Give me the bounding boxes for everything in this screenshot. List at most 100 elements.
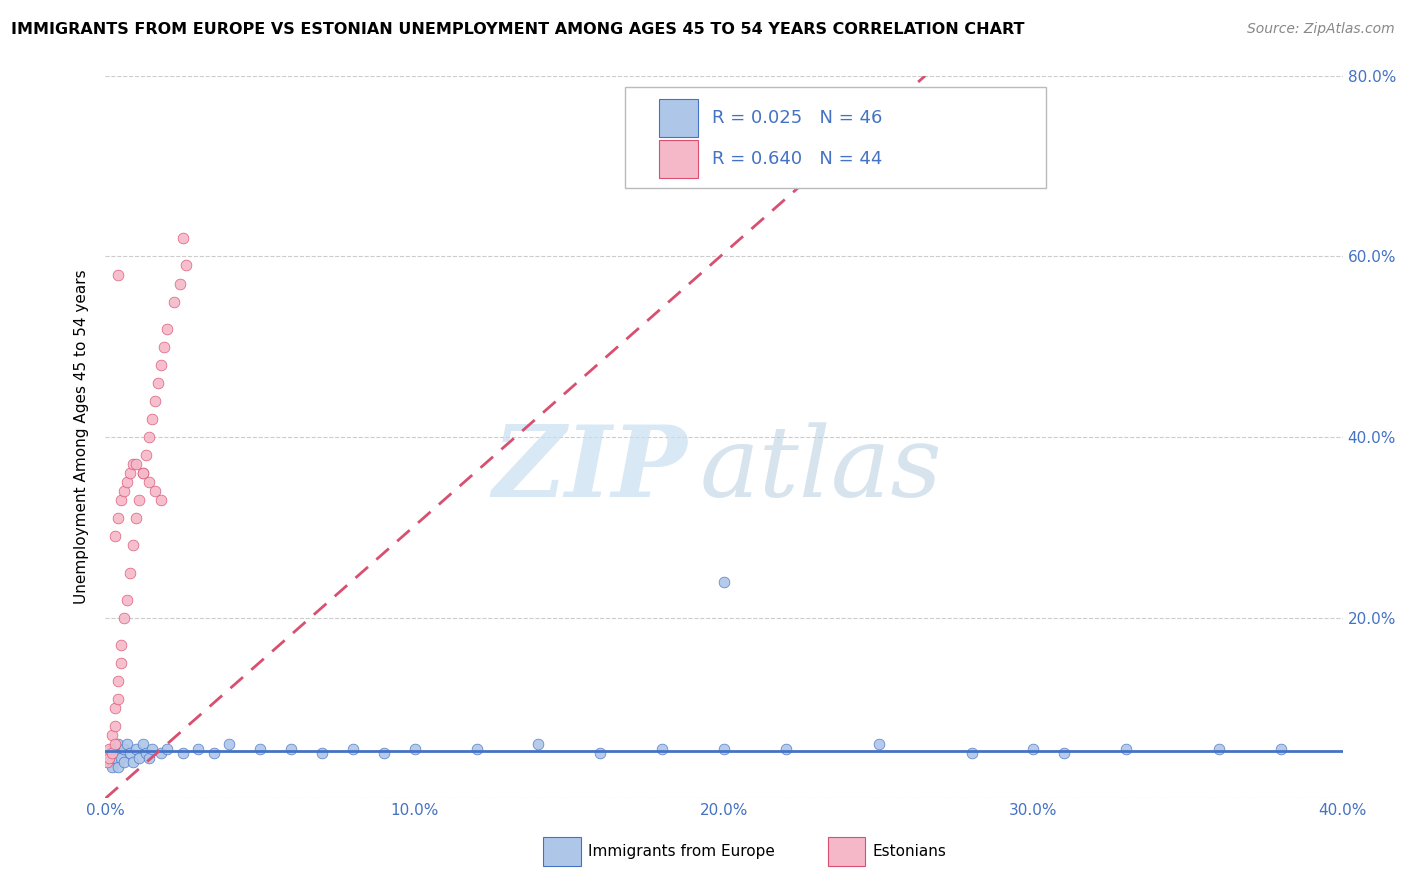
Point: [960, 746, 983, 760]
Point: [249, 741, 271, 756]
Point: [404, 741, 426, 756]
Point: [107, 760, 129, 774]
Point: [1270, 741, 1292, 756]
Text: R = 0.025   N = 46: R = 0.025 N = 46: [711, 109, 882, 128]
Point: [110, 638, 132, 652]
Point: [131, 466, 153, 480]
Point: [107, 511, 129, 525]
Point: [112, 755, 135, 769]
Point: [713, 741, 735, 756]
Point: [104, 529, 127, 543]
Point: [150, 493, 173, 508]
Point: [713, 574, 735, 589]
Text: IMMIGRANTS FROM EUROPE VS ESTONIAN UNEMPLOYMENT AMONG AGES 45 TO 54 YEARS CORREL: IMMIGRANTS FROM EUROPE VS ESTONIAN UNEMP…: [11, 22, 1025, 37]
Point: [651, 741, 673, 756]
Point: [104, 750, 127, 764]
Point: [1208, 741, 1230, 756]
Point: [143, 394, 166, 409]
Point: [122, 755, 145, 769]
Point: [373, 746, 395, 760]
Point: [156, 741, 179, 756]
Point: [110, 656, 132, 670]
Point: [868, 737, 890, 751]
Point: [342, 741, 364, 756]
Point: [527, 737, 550, 751]
Point: [202, 746, 225, 760]
Point: [1115, 741, 1137, 756]
Point: [104, 701, 127, 715]
Text: Estonians: Estonians: [873, 845, 946, 859]
Point: [100, 760, 122, 774]
Point: [128, 493, 150, 508]
Point: [100, 728, 122, 742]
Text: ZIP: ZIP: [492, 421, 688, 518]
Point: [172, 746, 194, 760]
Point: [172, 231, 194, 245]
Point: [107, 692, 129, 706]
Point: [174, 259, 197, 273]
Point: [589, 746, 612, 760]
Point: [141, 412, 163, 426]
Point: [115, 592, 138, 607]
FancyBboxPatch shape: [828, 838, 865, 866]
Text: Source: ZipAtlas.com: Source: ZipAtlas.com: [1247, 22, 1395, 37]
Point: [97, 750, 120, 764]
Point: [107, 268, 129, 282]
Point: [104, 737, 127, 751]
Point: [146, 376, 169, 390]
Point: [104, 746, 127, 760]
Text: atlas: atlas: [699, 422, 942, 517]
Y-axis label: Unemployment Among Ages 45 to 54 years: Unemployment Among Ages 45 to 54 years: [73, 269, 89, 605]
Point: [122, 538, 145, 552]
Point: [218, 737, 240, 751]
Point: [120, 746, 142, 760]
Point: [97, 741, 120, 756]
Point: [104, 719, 127, 733]
Point: [1053, 746, 1076, 760]
Point: [96, 755, 118, 769]
FancyBboxPatch shape: [658, 99, 699, 137]
Point: [280, 741, 302, 756]
Point: [100, 746, 122, 760]
Point: [141, 741, 163, 756]
Point: [138, 750, 160, 764]
Point: [775, 741, 797, 756]
Text: R = 0.640   N = 44: R = 0.640 N = 44: [711, 150, 882, 168]
Point: [115, 737, 138, 751]
Point: [115, 475, 138, 490]
Point: [1022, 741, 1045, 756]
Point: [112, 484, 135, 499]
Point: [128, 750, 150, 764]
Point: [110, 746, 132, 760]
FancyBboxPatch shape: [626, 87, 1046, 188]
Point: [162, 294, 184, 309]
Point: [156, 321, 179, 335]
Point: [125, 457, 148, 471]
Point: [131, 466, 153, 480]
Point: [138, 430, 160, 444]
Point: [107, 673, 129, 688]
Point: [138, 475, 160, 490]
Point: [100, 741, 122, 756]
FancyBboxPatch shape: [658, 140, 699, 178]
Point: [135, 746, 157, 760]
Point: [131, 737, 153, 751]
Point: [143, 484, 166, 499]
Point: [150, 746, 173, 760]
Point: [125, 741, 148, 756]
Point: [107, 737, 129, 751]
Point: [465, 741, 488, 756]
Point: [153, 340, 176, 354]
Point: [187, 741, 209, 756]
Point: [169, 277, 191, 291]
Point: [135, 448, 157, 462]
FancyBboxPatch shape: [544, 838, 581, 866]
Point: [110, 493, 132, 508]
Point: [120, 466, 142, 480]
Text: Immigrants from Europe: Immigrants from Europe: [588, 845, 775, 859]
Point: [125, 511, 148, 525]
Point: [311, 746, 333, 760]
Point: [112, 741, 135, 756]
Point: [122, 457, 145, 471]
Point: [120, 566, 142, 580]
